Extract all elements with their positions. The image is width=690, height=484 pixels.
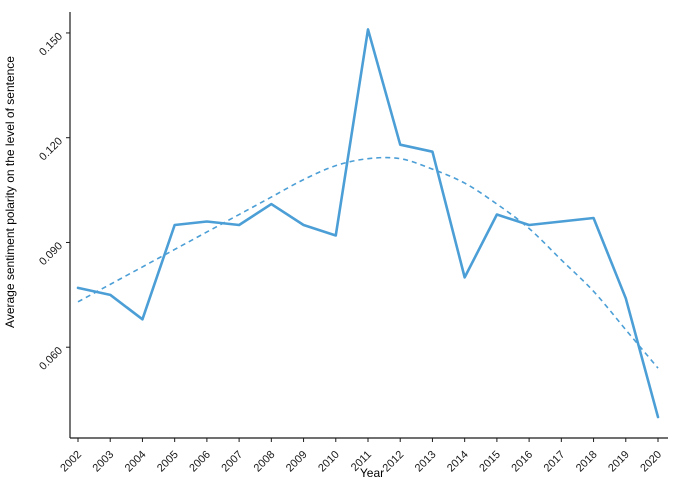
- y-tick-label: 0.060: [37, 345, 65, 373]
- x-tick-label: 2003: [91, 449, 117, 475]
- x-tick-label: 2020: [638, 449, 664, 475]
- sentiment-line: [76, 28, 660, 419]
- x-tick-label: 2013: [413, 449, 439, 475]
- x-tick-label: 2005: [155, 449, 181, 475]
- x-tick-label: 2008: [252, 449, 278, 475]
- x-axis-title: Year: [360, 466, 384, 480]
- y-tick-label: 0.150: [37, 31, 65, 59]
- x-tick-label: 2007: [219, 449, 245, 475]
- y-axis-title: Average sentiment polarity on the level …: [3, 56, 17, 328]
- trend-line: [77, 156, 659, 369]
- y-tick-label: 0.090: [37, 240, 65, 268]
- y-tick-label: 0.120: [37, 135, 65, 163]
- x-tick-label: 2012: [381, 449, 407, 475]
- x-tick-label: 2009: [284, 449, 310, 475]
- x-tick-label: 2015: [477, 449, 503, 475]
- x-tick-label: 2016: [509, 449, 535, 475]
- x-tick-label: 2010: [316, 449, 342, 475]
- x-tick-label: 2002: [58, 449, 84, 475]
- x-tick-label: 2018: [574, 449, 600, 475]
- x-tick-label: 2006: [187, 449, 213, 475]
- x-tick-label: 2004: [123, 449, 149, 475]
- x-tick-label: 2014: [445, 449, 471, 475]
- x-tick-label: 2019: [606, 449, 632, 475]
- x-tick-label: 2017: [542, 449, 568, 475]
